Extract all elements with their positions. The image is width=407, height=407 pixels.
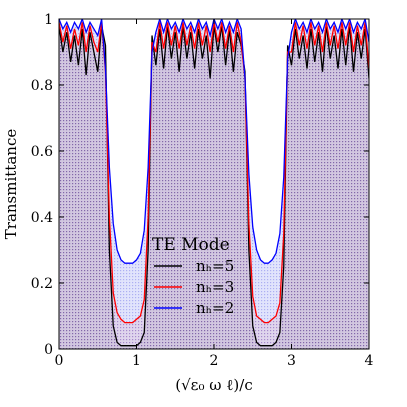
legend-label: nₕ=3 bbox=[196, 278, 234, 296]
y-tick-label: 1 bbox=[44, 12, 53, 28]
x-tick-label: 3 bbox=[287, 353, 296, 369]
series-fills bbox=[59, 19, 369, 349]
x-axis: 0 1 2 3 4 bbox=[55, 19, 374, 369]
legend-title: TE Mode bbox=[152, 235, 230, 255]
y-axis-label: Transmittance bbox=[2, 129, 20, 240]
x-axis-label: (√ε₀ ω ℓ)/c bbox=[175, 376, 252, 394]
series-line-2 bbox=[59, 19, 369, 264]
plot-area bbox=[59, 19, 369, 349]
y-tick-label: 0.8 bbox=[31, 78, 53, 94]
y-tick-label: 0.4 bbox=[31, 210, 53, 226]
legend: TE Mode nₕ=5 nₕ=3 nₕ=2 bbox=[152, 235, 234, 317]
series-fill-2 bbox=[59, 19, 369, 349]
y-axis: 0 0.2 0.4 0.6 0.8 1 bbox=[31, 12, 369, 358]
y-tick-label: 0 bbox=[44, 342, 53, 358]
legend-label: nₕ=2 bbox=[196, 299, 234, 317]
legend-label: nₕ=5 bbox=[196, 257, 234, 275]
legend-entries: nₕ=5 nₕ=3 nₕ=2 bbox=[154, 257, 234, 317]
x-tick-label: 1 bbox=[132, 353, 141, 369]
x-tick-label: 0 bbox=[55, 353, 64, 369]
x-tick-label: 2 bbox=[210, 353, 219, 369]
y-tick-label: 0.6 bbox=[31, 144, 53, 160]
x-tick-label: 4 bbox=[365, 353, 374, 369]
y-tick-label: 0.2 bbox=[31, 276, 53, 292]
